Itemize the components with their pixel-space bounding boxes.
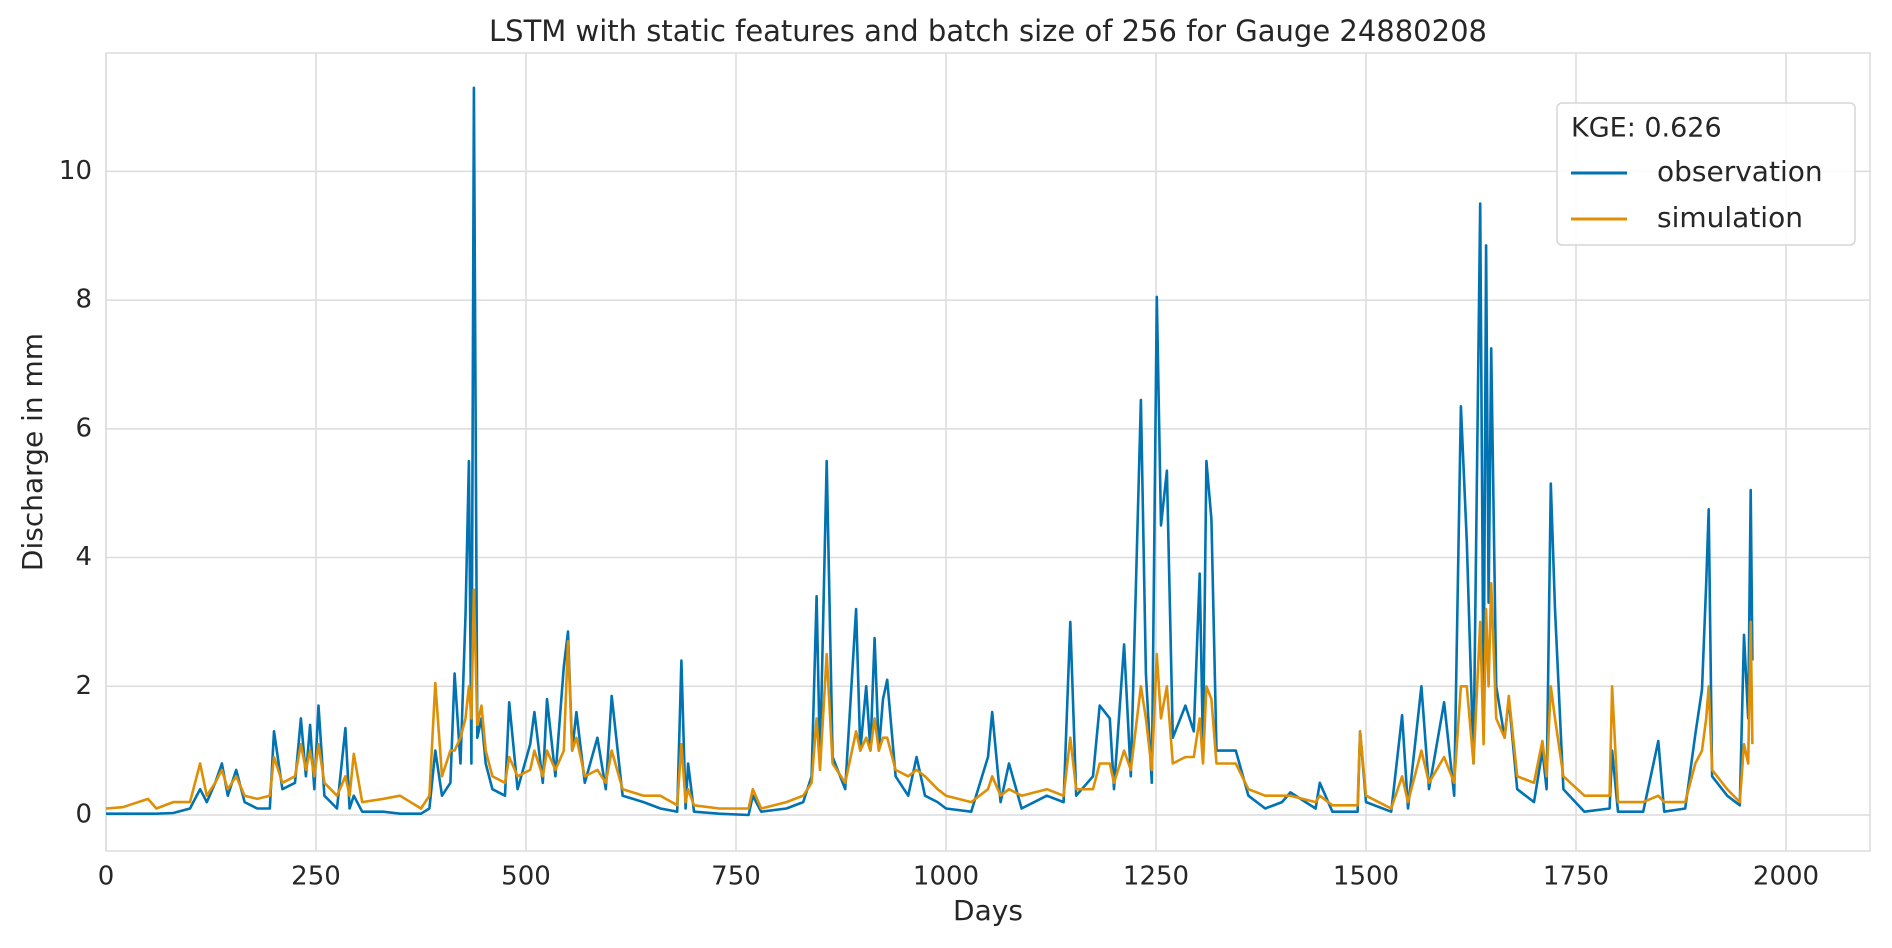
x-tick-label: 1000 [913, 862, 979, 892]
legend-box [1556, 102, 1856, 246]
x-tick-label: 1500 [1333, 862, 1399, 892]
y-tick-label: 2 [75, 671, 92, 701]
x-tick-label: 2000 [1753, 862, 1819, 892]
chart-title: LSTM with static features and batch size… [489, 14, 1487, 48]
legend-label: simulation [1657, 201, 1803, 234]
y-tick-label: 4 [75, 542, 92, 572]
x-axis-label: Days [953, 894, 1023, 927]
y-tick-label: 8 [75, 285, 92, 315]
data-line [105, 582, 1754, 810]
y-tick-label: 6 [75, 413, 92, 443]
y-tick-label: 0 [75, 799, 92, 829]
x-tick-label: 250 [291, 862, 341, 892]
y-tick-label: 10 [59, 156, 92, 186]
x-tick-label: 0 [98, 862, 115, 892]
legend-label: observation [1657, 155, 1823, 188]
legend-title: KGE: 0.626 [1571, 113, 1722, 144]
y-axis-label: Discharge in mm [16, 333, 49, 571]
x-tick-label: 1250 [1123, 862, 1189, 892]
x-tick-label: 500 [501, 862, 551, 892]
x-tick-label: 750 [711, 862, 761, 892]
x-tick-label: 1750 [1543, 862, 1609, 892]
data-line [106, 86, 1754, 817]
